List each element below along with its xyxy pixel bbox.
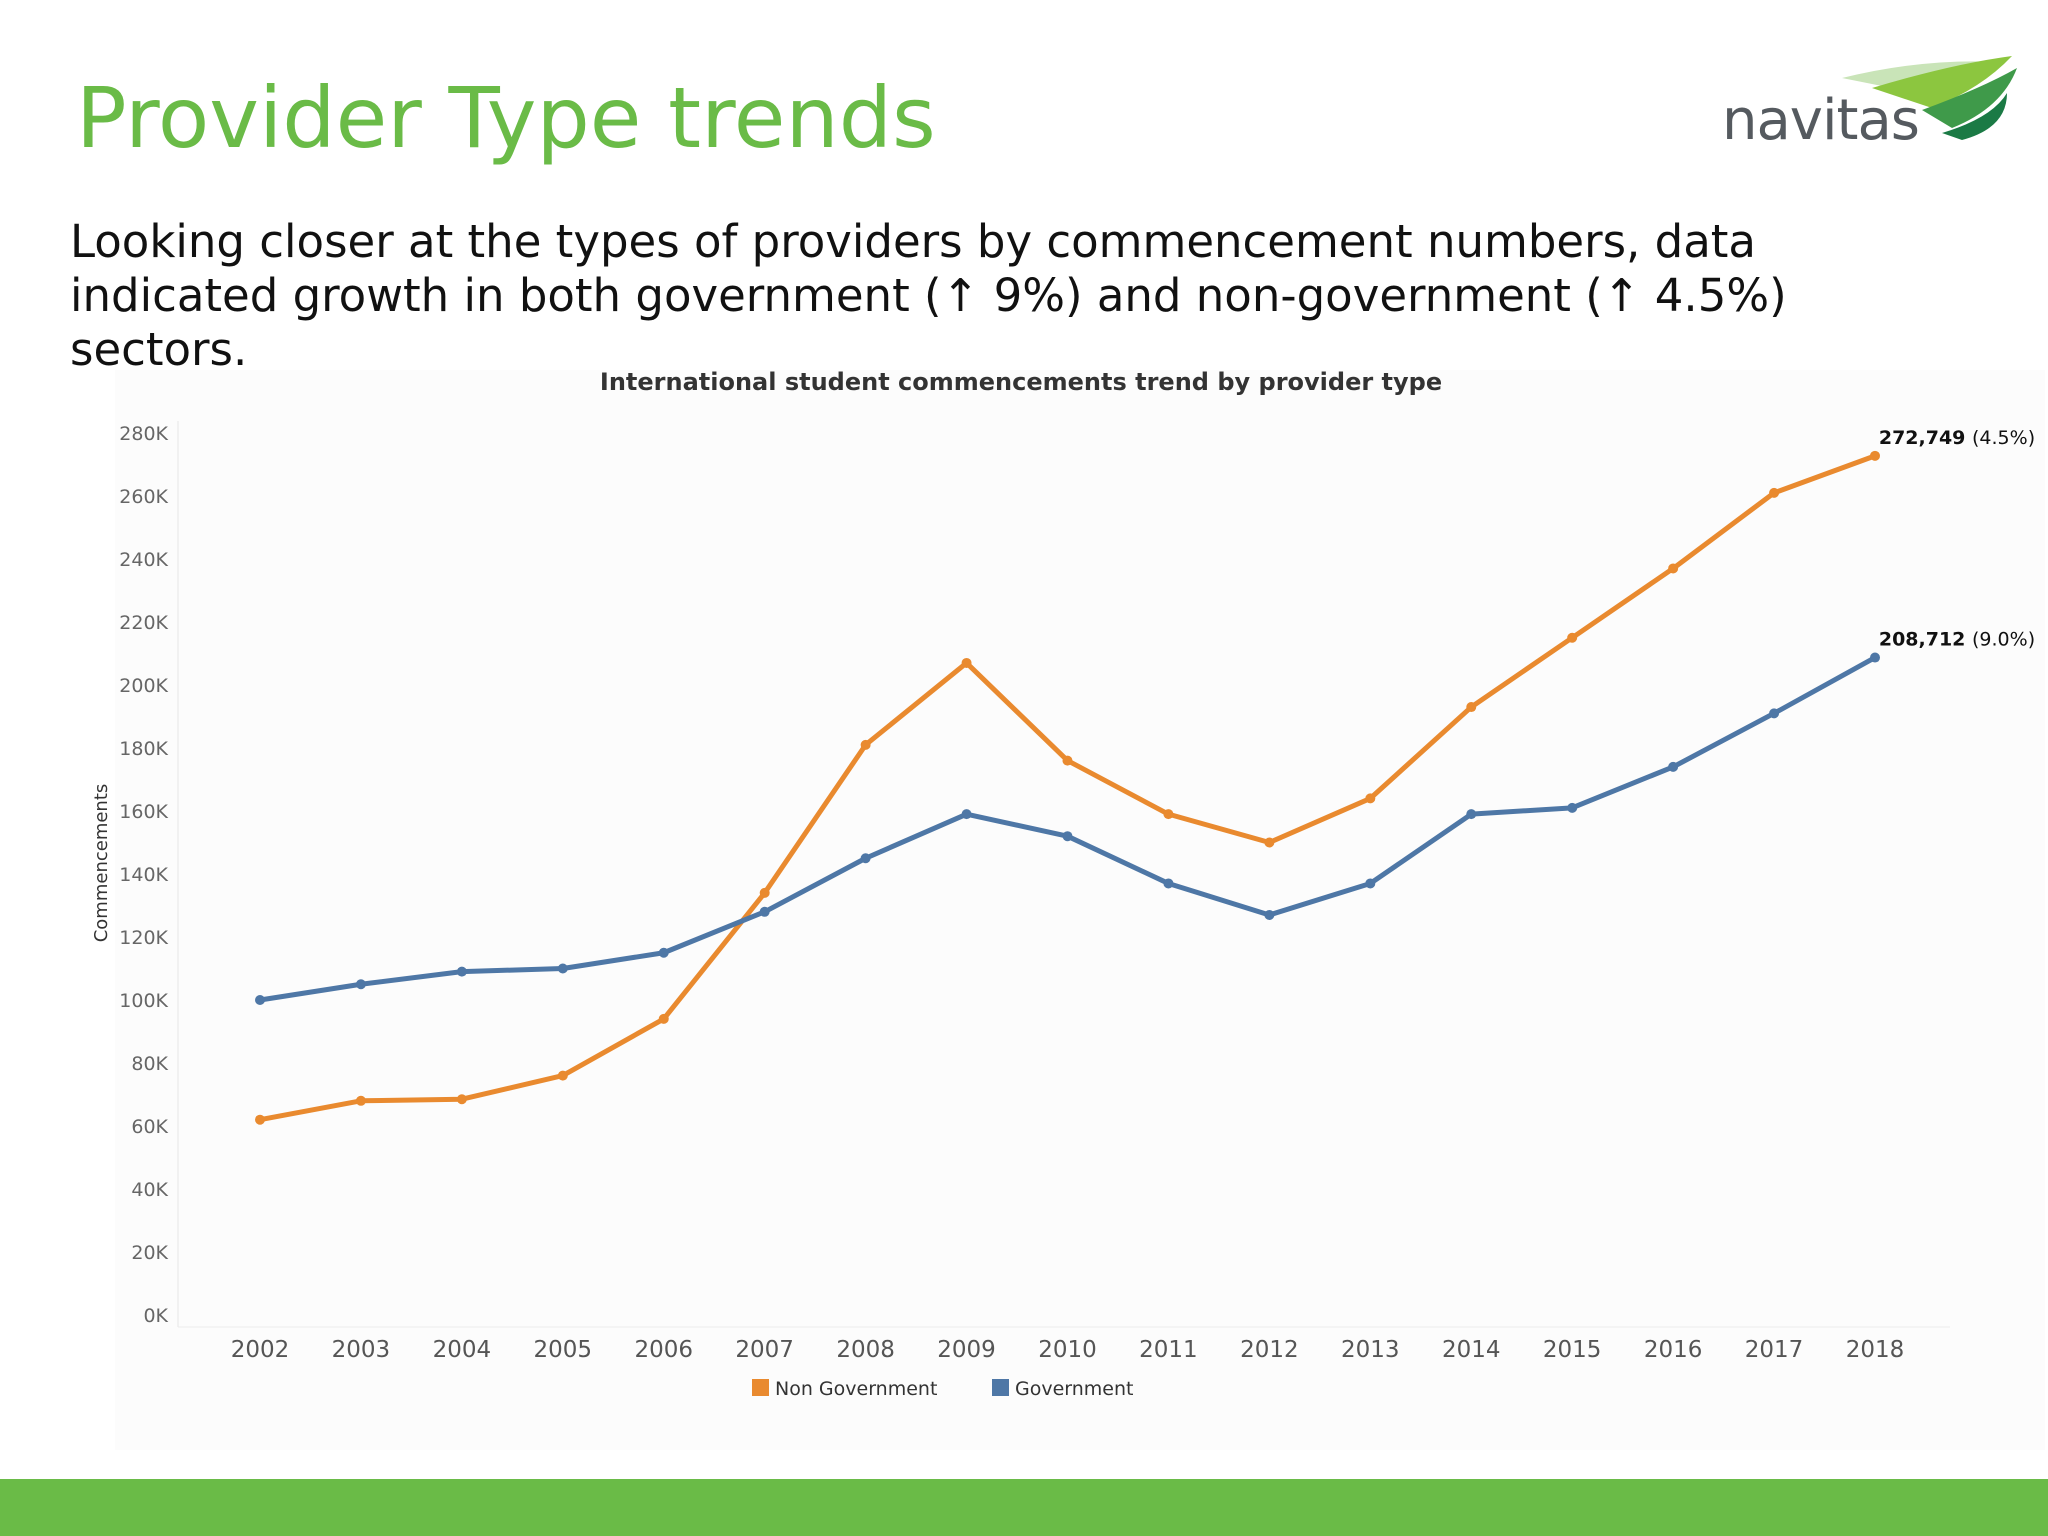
- data-point: [456, 966, 467, 977]
- data-point: [658, 947, 669, 958]
- data-point: [255, 1114, 265, 1125]
- data-point: [658, 1013, 669, 1024]
- data-point: [557, 963, 568, 974]
- end-change: (4.5%): [1972, 427, 2035, 449]
- slide-title: Provider Type trends: [76, 69, 936, 167]
- x-tick-label: 2013: [1341, 1337, 1400, 1363]
- data-point: [1264, 837, 1275, 848]
- x-tick-label: 2005: [534, 1337, 593, 1363]
- chart-background: [115, 370, 2045, 1450]
- data-point: [1163, 809, 1174, 820]
- end-value-label: 272,749 (4.5%): [1879, 427, 2035, 449]
- x-tick-label: 2017: [1745, 1337, 1804, 1363]
- x-tick-label: 2014: [1442, 1337, 1501, 1363]
- data-point: [759, 887, 770, 898]
- data-point: [860, 739, 871, 750]
- data-point: [1567, 632, 1578, 643]
- x-tick-label: 2007: [735, 1337, 794, 1363]
- y-tick-label: 220K: [119, 612, 168, 634]
- footer-bar: [0, 1479, 2048, 1536]
- data-point: [1062, 831, 1073, 842]
- y-tick-label: 140K: [119, 864, 168, 886]
- x-tick-label: 2016: [1644, 1337, 1703, 1363]
- data-point: [355, 1095, 366, 1106]
- data-point: [1365, 793, 1376, 804]
- x-tick-label: 2011: [1139, 1337, 1198, 1363]
- data-point: [1769, 708, 1780, 719]
- data-point: [1466, 702, 1477, 713]
- data-point: [759, 906, 770, 917]
- navitas-logo: navitas: [1722, 48, 2022, 158]
- data-point: [1668, 563, 1679, 574]
- end-value: 272,749: [1879, 427, 1972, 449]
- data-point: [1769, 487, 1780, 498]
- data-point: [860, 853, 871, 864]
- data-point: [255, 995, 265, 1005]
- y-tick-label: 240K: [119, 549, 168, 571]
- data-point: [1365, 878, 1376, 889]
- x-tick-label: 2008: [836, 1337, 895, 1363]
- data-point: [557, 1070, 568, 1081]
- legend-swatch: [992, 1379, 1009, 1396]
- x-tick-label: 2018: [1846, 1337, 1905, 1363]
- plot-area: 0K 20K 40K 60K 80K 100K 120K 140K 160K 180K 200K 22…: [119, 421, 2035, 1400]
- data-point: [1870, 652, 1880, 663]
- y-tick-label: 160K: [119, 801, 168, 823]
- x-tick-label: 2003: [332, 1337, 391, 1363]
- legend-swatch: [752, 1379, 769, 1396]
- data-point: [1163, 878, 1174, 889]
- y-tick-label: 20K: [131, 1242, 168, 1264]
- x-tick-label: 2012: [1240, 1337, 1299, 1363]
- logo-swoosh-icon: [1842, 56, 2017, 140]
- x-tick-label: 2009: [937, 1337, 996, 1363]
- y-axis-label: Commencements: [91, 784, 112, 943]
- logo-wordmark: navitas: [1722, 88, 1920, 153]
- x-tick-label: 2010: [1038, 1337, 1097, 1363]
- data-point: [355, 979, 366, 990]
- data-point: [1567, 802, 1578, 813]
- legend-item-label: Government: [1015, 1378, 1134, 1400]
- y-tick-label: 120K: [119, 927, 168, 949]
- legend-item-label: Non Government: [775, 1378, 937, 1400]
- data-point: [456, 1094, 467, 1105]
- data-point: [1668, 761, 1679, 772]
- y-tick-label: 40K: [131, 1179, 168, 1201]
- x-tick-label: 2015: [1543, 1337, 1602, 1363]
- y-tick-label: 100K: [119, 990, 168, 1012]
- y-tick-label: 200K: [119, 675, 168, 697]
- y-tick-label: 60K: [131, 1116, 168, 1138]
- data-point: [1062, 755, 1073, 766]
- x-tick-label: 2002: [231, 1337, 290, 1363]
- y-tick-label: 180K: [119, 738, 168, 760]
- end-value: 208,712: [1879, 629, 1972, 651]
- y-tick-label: 280K: [119, 423, 168, 445]
- data-point: [1870, 450, 1880, 461]
- data-point: [1466, 809, 1477, 820]
- commencements-line-chart: International student commencements tren…: [91, 368, 2045, 1450]
- x-tick-label: 2004: [433, 1337, 492, 1363]
- data-point: [1264, 909, 1275, 920]
- y-tick-label: 0K: [143, 1305, 168, 1327]
- chart-title: International student commencements tren…: [600, 368, 1442, 396]
- x-tick-label: 2006: [634, 1337, 693, 1363]
- end-value-label: 208,712 (9.0%): [1879, 629, 2035, 651]
- data-point: [961, 809, 972, 820]
- slide-description: Looking closer at the types of providers…: [70, 215, 1787, 376]
- y-tick-label: 260K: [119, 486, 168, 508]
- y-tick-label: 80K: [131, 1053, 168, 1075]
- data-point: [961, 657, 972, 668]
- end-change: (9.0%): [1972, 629, 2035, 651]
